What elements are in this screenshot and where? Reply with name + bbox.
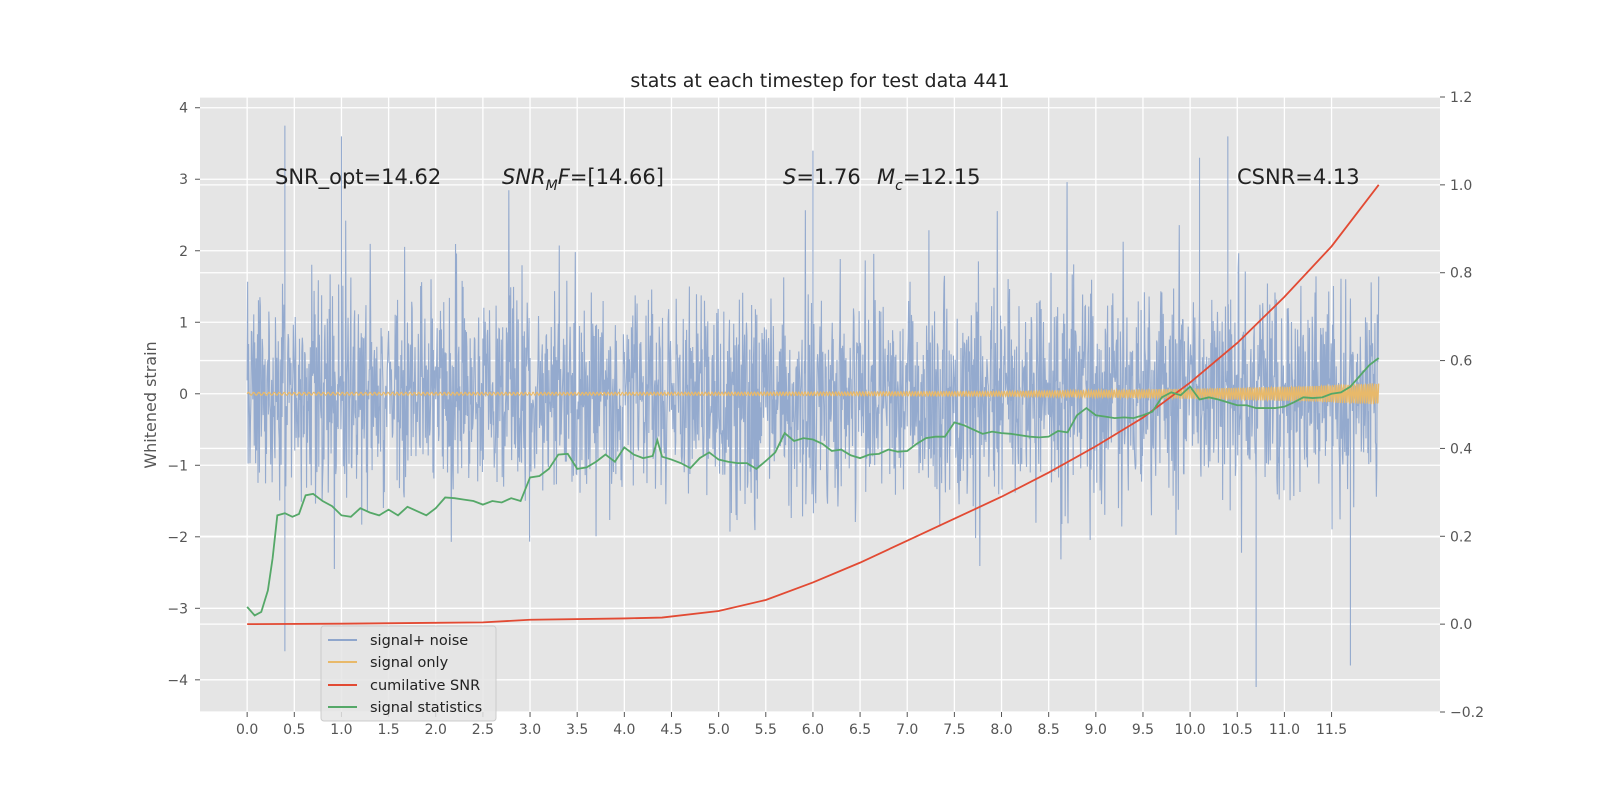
signal-only-series	[246, 382, 1380, 405]
annotation-snr-mf: SNRMF=[14.66]	[502, 165, 664, 194]
annotation-s-value: =1.76	[796, 165, 860, 189]
y-tick-label: 4	[179, 101, 188, 117]
y-axis-ticks: 4 3 2 1 0 −1 −2 −3 −4	[167, 101, 200, 689]
x-tick-label: 0.5	[283, 722, 305, 738]
x-tick-label: 4.0	[613, 722, 635, 738]
annotation-s: S=1.76	[783, 165, 861, 189]
y-tick-label: 2	[179, 244, 188, 260]
annotation-snr-mf-value: =[14.66]	[570, 165, 664, 189]
y-tick-label: −4	[167, 673, 188, 689]
legend-label-cumulative-snr: cumilative SNR	[370, 678, 480, 694]
y-axis-label: Whitened strain	[141, 341, 160, 468]
x-tick-label: 8.5	[1038, 722, 1060, 738]
x-tick-label: 10.0	[1175, 722, 1206, 738]
x-tick-label: 1.0	[330, 722, 352, 738]
x-tick-label: 9.5	[1132, 722, 1154, 738]
chart-title: stats at each timestep for test data 441	[630, 70, 1009, 92]
x-tick-label: 5.0	[707, 722, 729, 738]
signal-noise-trace	[246, 125, 1380, 687]
annotation-mc: Mc=12.15	[877, 165, 981, 194]
y-tick-label: 1	[179, 315, 188, 331]
y2-tick-label: 1.0	[1450, 178, 1472, 194]
y2-tick-label: −0.2	[1450, 705, 1484, 721]
x-tick-label: 3.5	[566, 722, 588, 738]
y-tick-label: −1	[167, 458, 188, 474]
legend-label-signal-statistics: signal statistics	[370, 700, 482, 716]
y2-tick-label: 0.4	[1450, 441, 1472, 457]
signal-statistics-line	[246, 357, 1380, 617]
legend-label-signal-noise: signal+ noise	[370, 633, 468, 649]
x-tick-label: 3.0	[519, 722, 541, 738]
y2-tick-label: 0.0	[1450, 617, 1472, 633]
signal-noise-series	[246, 125, 1380, 687]
y-tick-label: −3	[167, 601, 188, 617]
x-tick-label: 9.0	[1085, 722, 1107, 738]
x-tick-label: 7.0	[896, 722, 918, 738]
x-axis-ticks: 0.0 0.5 1.0 1.5 2.0 2.5 3.0 3.5 4.0 4.5 5.0 5.5 6.0 6…	[236, 712, 1347, 738]
y2-tick-label: 0.6	[1450, 354, 1472, 370]
annotation-snr-opt: SNR_opt=14.62	[275, 165, 441, 190]
x-tick-label: 6.5	[849, 722, 871, 738]
x-tick-label: 11.5	[1316, 722, 1347, 738]
y2-tick-label: 0.2	[1450, 529, 1472, 545]
x-tick-label: 7.5	[943, 722, 965, 738]
x-tick-label: 2.5	[472, 722, 494, 738]
annotation-mc-value: =12.15	[903, 165, 981, 189]
x-tick-label: 10.5	[1222, 722, 1253, 738]
x-tick-label: 6.0	[802, 722, 824, 738]
x-tick-label: 1.5	[377, 722, 399, 738]
legend: signal+ noise signal only cumilative SNR…	[320, 625, 497, 722]
y2-tick-label: 1.2	[1450, 90, 1472, 106]
x-tick-label: 4.5	[660, 722, 682, 738]
x-tick-label: 0.0	[236, 722, 258, 738]
legend-label-signal-only: signal only	[370, 655, 449, 671]
x-tick-label: 5.5	[755, 722, 777, 738]
signal-only-trace	[246, 382, 1380, 405]
x-tick-label: 2.0	[425, 722, 447, 738]
y-tick-label: 0	[179, 387, 188, 403]
cumulative-snr-line	[247, 184, 1380, 626]
x-tick-label: 8.0	[990, 722, 1012, 738]
y-tick-label: 3	[179, 172, 188, 188]
y2-tick-label: 0.8	[1450, 266, 1472, 282]
y-tick-label: −2	[167, 530, 188, 546]
annotation-csnr: CSNR=4.13	[1237, 165, 1360, 189]
x-tick-label: 11.0	[1269, 722, 1300, 738]
y2-axis-ticks: 1.2 1.0 0.8 0.6 0.4 0.2 0.0 −0.2	[1440, 90, 1484, 721]
